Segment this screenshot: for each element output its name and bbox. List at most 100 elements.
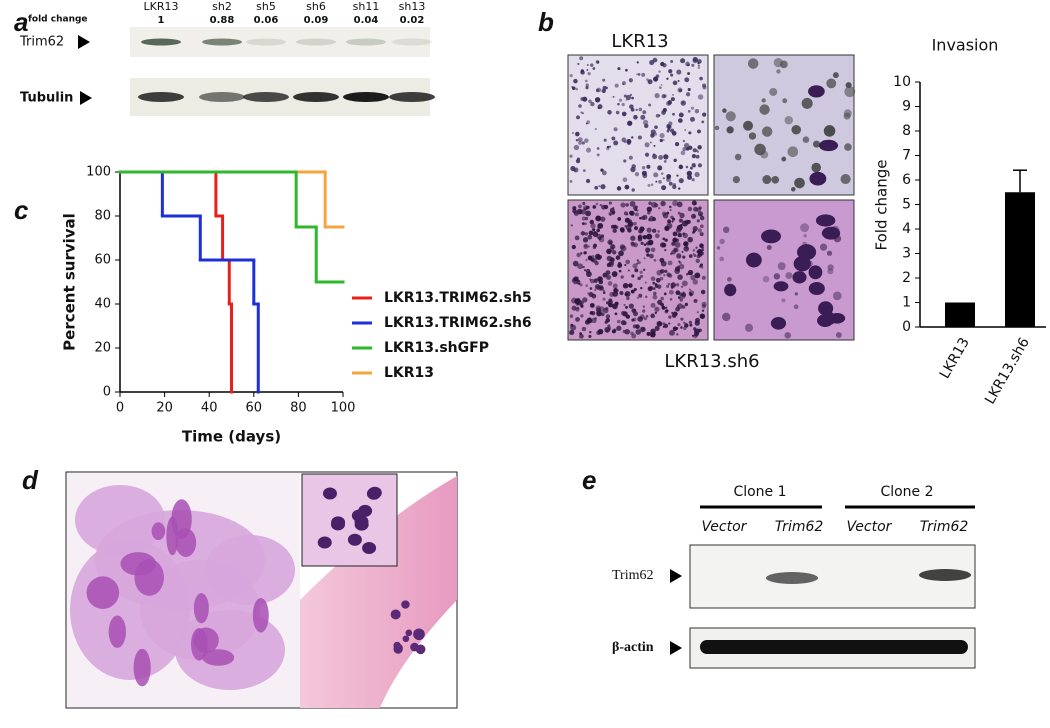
cell [597, 104, 603, 110]
cell [784, 332, 791, 339]
cell [607, 239, 613, 245]
cell [662, 237, 666, 241]
cell [676, 174, 679, 177]
y-tick-label: 40 [94, 297, 111, 312]
cell [612, 228, 617, 233]
cell [622, 282, 629, 289]
cell [675, 327, 679, 330]
cell [653, 132, 658, 136]
row-label: Trim62 [612, 568, 654, 583]
cell [575, 138, 579, 142]
cell [592, 205, 597, 209]
cell [582, 265, 585, 269]
cell [631, 136, 634, 139]
cell [607, 281, 613, 286]
cell [692, 279, 699, 285]
cell [668, 315, 672, 319]
cell [592, 67, 596, 70]
cell [726, 126, 734, 134]
cell [602, 78, 606, 82]
lane-label: sh5 [256, 0, 276, 13]
cell [743, 120, 753, 131]
cell [600, 312, 605, 317]
cell [637, 234, 643, 240]
cell [688, 290, 695, 296]
band [919, 569, 971, 581]
cell [602, 289, 606, 293]
cell [761, 98, 766, 103]
cell [680, 150, 686, 156]
nucleus [821, 311, 837, 325]
row-label: β-actin [612, 640, 654, 655]
cell [659, 257, 665, 263]
cell [690, 106, 695, 110]
muscle-tissue [300, 476, 457, 708]
cell [584, 269, 587, 272]
cell [650, 313, 655, 319]
cell [632, 317, 637, 322]
cell [671, 130, 677, 136]
cell [693, 298, 698, 303]
cell [794, 177, 805, 189]
cell [701, 120, 705, 124]
cell [658, 155, 664, 160]
y-tick-label: 20 [94, 341, 111, 356]
cell [605, 318, 611, 323]
cell [699, 251, 705, 256]
cell [761, 126, 773, 137]
cell [617, 217, 622, 221]
cell [585, 178, 591, 184]
cell [576, 115, 580, 120]
panel-letter: c [14, 195, 29, 225]
cell [578, 104, 582, 108]
cell [586, 120, 591, 124]
cell [668, 181, 673, 186]
arrow [670, 641, 682, 655]
cell [590, 223, 596, 229]
cell [695, 258, 700, 264]
cell [636, 262, 639, 265]
cell [646, 206, 653, 212]
cell [627, 269, 630, 272]
cell [644, 142, 650, 148]
cell [646, 253, 650, 257]
cell [692, 58, 698, 64]
chart-title: Invasion [932, 36, 999, 55]
cell [615, 110, 620, 115]
cell [682, 255, 686, 259]
cell [622, 321, 627, 326]
cell [602, 297, 606, 301]
cell [616, 325, 622, 331]
cell [575, 131, 580, 137]
cell [589, 219, 595, 225]
cell [612, 283, 618, 289]
tumor-cell [413, 628, 425, 641]
cell [680, 285, 684, 288]
cell [697, 94, 704, 100]
cell [677, 87, 683, 93]
cell [614, 225, 619, 230]
tissue [175, 528, 197, 557]
cell [639, 226, 645, 232]
cell [629, 210, 635, 216]
cell [620, 202, 626, 208]
fold-change-value: 0.06 [254, 15, 279, 26]
cell [639, 314, 645, 320]
x-tick-label: 0 [116, 401, 124, 416]
cell [682, 139, 686, 143]
cell [648, 201, 652, 206]
cell [644, 152, 650, 157]
arrow [78, 35, 90, 49]
cell [616, 186, 622, 191]
cell [666, 129, 670, 133]
cell [576, 157, 580, 161]
cell [680, 317, 684, 321]
tumor-cell [402, 635, 410, 643]
cell [587, 292, 590, 295]
cell [569, 154, 573, 158]
tumor-cell [390, 609, 401, 620]
cell [823, 125, 836, 137]
band [700, 640, 968, 654]
cell [584, 138, 589, 143]
panel-letter: e [582, 465, 596, 495]
